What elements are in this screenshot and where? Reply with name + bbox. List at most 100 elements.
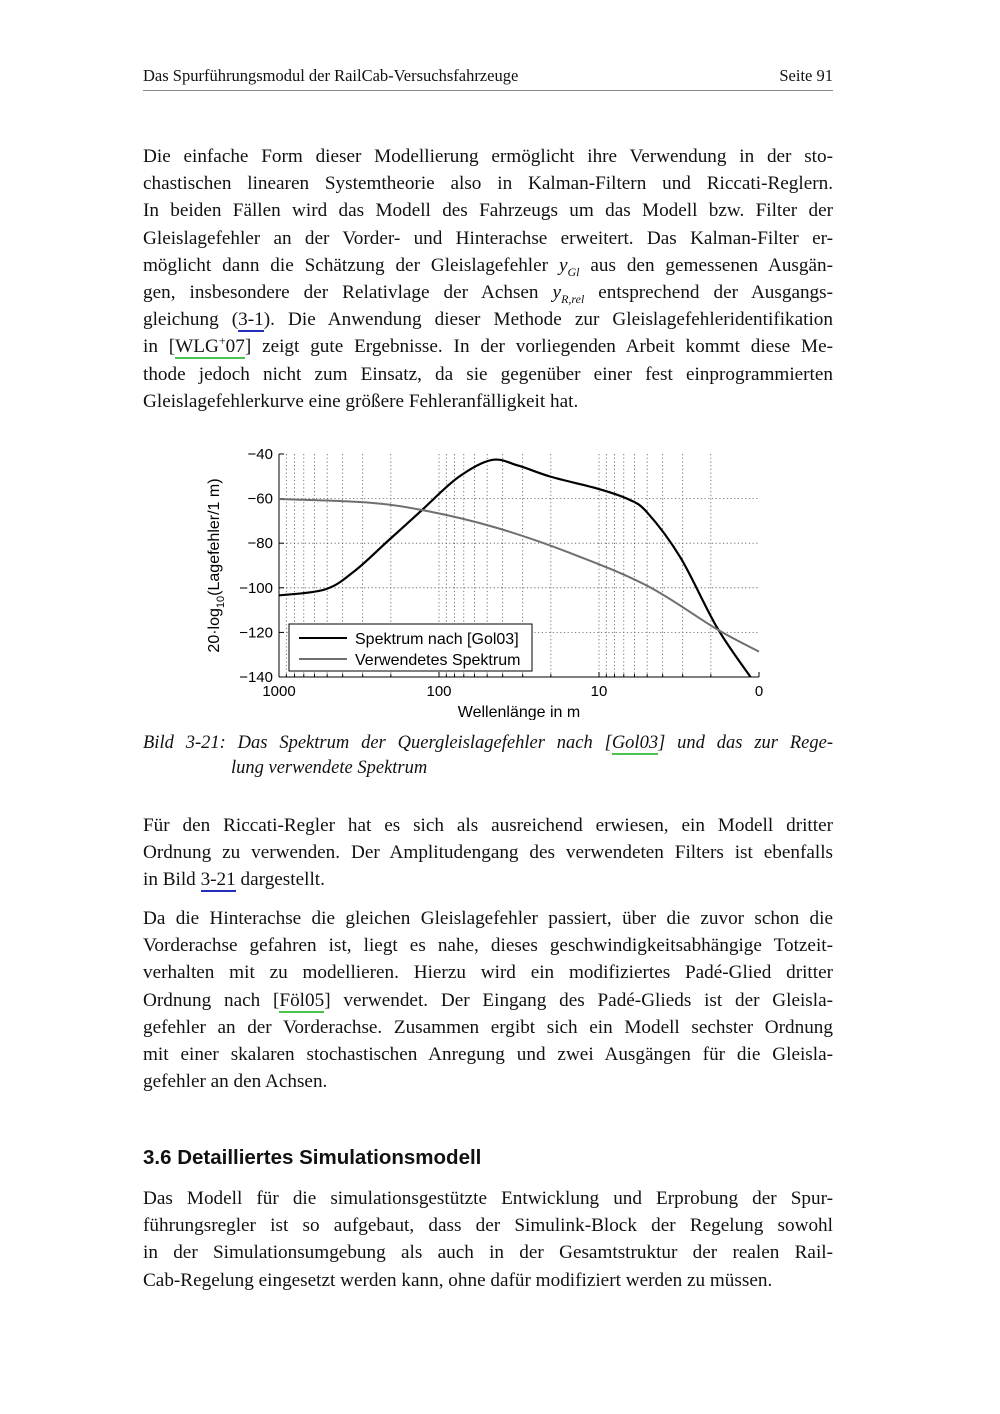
text-segment: dargestellt.	[235, 869, 325, 891]
paragraph-4: Das Modell für die simulationsgestützte …	[143, 1185, 833, 1294]
text-segment: In beiden Fällen wird das Modell des Fah…	[143, 200, 833, 222]
text-segment: ] verwendet. Der Eingang des Padé-Glieds…	[324, 989, 834, 1011]
x-tick-label: 10	[591, 683, 608, 700]
text-segment: Gleislagefehler an der Vorder- und Hinte…	[143, 227, 833, 249]
text-segment: ] zeigt gute Ergebnisse. In der vorliege…	[244, 336, 833, 358]
y-axis-label: 20·log10(Lagefehler/1 m)	[206, 478, 227, 652]
text-segment: aus den gemessenen Ausgän-	[579, 254, 833, 276]
text-line: Für den Riccati-Regler hat es sich als a…	[143, 812, 833, 839]
y-tick-label: −80	[248, 535, 273, 552]
text-segment: gleichung (	[143, 309, 239, 331]
caption-text: Das Spektrum der Quergleislagefehler nac…	[225, 733, 612, 753]
text-segment: Die einfache Form dieser Modellierung er…	[143, 146, 833, 167]
text-segment: Gleislagefehlerkurve eine größere Fehler…	[143, 390, 579, 412]
citation-link[interactable]: WLG+07	[175, 333, 245, 360]
text-segment: gen, insbesondere der Relativlage der Ac…	[143, 281, 553, 303]
y-axis-label-part: (Lagefehler/1 m)	[206, 478, 223, 595]
text-line: gleichung (3-1). Die Anwendung dieser Me…	[143, 306, 833, 333]
text-line: gefehler an der Vorderachse. Zusammen er…	[143, 1014, 833, 1041]
paragraph-2: Für den Riccati-Regler hat es sich als a…	[143, 812, 833, 894]
math-subscript: Gl	[567, 264, 580, 279]
text-segment: in Bild	[143, 869, 201, 891]
math-symbol: yGl	[558, 254, 580, 279]
link-text: 3-21	[200, 869, 236, 891]
text-segment: Da die Hinterachse die gleichen Gleislag…	[143, 908, 833, 929]
text-segment: in [	[143, 336, 176, 358]
x-tick-label: 1000	[262, 683, 295, 700]
math-subscript: R,rel	[561, 291, 585, 306]
legend-label: Spektrum nach [Gol03]	[355, 631, 519, 648]
x-tick-label: 100	[426, 683, 451, 700]
text-segment: entsprechend der Ausgangs-	[584, 281, 834, 303]
caption-text: ] und das zur Rege-	[658, 733, 833, 753]
legend-box	[288, 623, 533, 672]
text-segment: führungsregler ist so aufgebaut, dass de…	[143, 1215, 833, 1237]
text-line: Die einfache Form dieser Modellierung er…	[143, 143, 833, 170]
text-line: Gleislagefehler an der Vorder- und Hinte…	[143, 225, 833, 252]
text-line: in Bild 3-21 dargestellt.	[143, 866, 833, 893]
text-segment: Ordnung nach [	[143, 989, 280, 1011]
link-text: WLG	[175, 336, 219, 358]
page-number: Seite 91	[779, 66, 833, 85]
header-title: Das Spurführungsmodul der RailCab-Versuc…	[143, 66, 519, 85]
text-segment: Cab-Regelung eingesetzt werden kann, ohn…	[143, 1269, 773, 1291]
y-tick-label: −140	[239, 669, 273, 686]
series-line-1	[278, 458, 752, 678]
text-segment: Vorderachse gefahren ist, liegt es nahe,…	[143, 935, 833, 957]
link-text: 3-1	[238, 309, 264, 331]
citation-link[interactable]: Föl05	[279, 989, 325, 1013]
y-tick-label: −120	[239, 624, 273, 641]
text-line: mit einer skalaren stochastischen Anregu…	[143, 1041, 833, 1068]
x-axis-label: Wellenlänge in m	[458, 704, 580, 720]
text-line: Vorderachse gefahren ist, liegt es nahe,…	[143, 932, 833, 959]
paragraph-1: Die einfache Form dieser Modellierung er…	[143, 143, 833, 415]
legend-label: Verwendetes Spektrum	[355, 652, 520, 669]
citation-link-gol03[interactable]: Gol03	[611, 733, 659, 755]
series-line-2	[278, 498, 760, 653]
x-tick-label: 0	[755, 683, 763, 700]
caption-line-2: lung verwendete Spektrum	[231, 758, 428, 778]
cross-reference-link[interactable]: 3-21	[200, 869, 236, 893]
text-segment: Ordnung zu verwenden. Der Amplitudengang…	[143, 842, 833, 864]
text-segment: Für den Riccati-Regler hat es sich als a…	[143, 815, 833, 836]
y-axis-label-part: 10	[215, 596, 227, 608]
link-text: 07	[225, 336, 245, 358]
link-text: Föl05	[279, 989, 325, 1011]
section-heading: 3.6 Detailliertes Simulationsmodell	[143, 1146, 482, 1169]
text-line: chastischen linearen Systemtheorie also …	[143, 170, 833, 197]
text-line: Das Modell für die simulationsgestützte …	[143, 1185, 833, 1212]
text-line: führungsregler ist so aufgebaut, dass de…	[143, 1212, 833, 1239]
caption-label: Bild 3-21:	[143, 733, 226, 753]
text-line: in der Simulationsumgebung als auch in d…	[143, 1239, 833, 1266]
text-line: Ordnung zu verwenden. Der Amplitudengang…	[143, 839, 833, 866]
math-symbol: yR,rel	[552, 281, 585, 306]
text-line: verhalten mit zu modellieren. Hierzu wir…	[143, 959, 833, 986]
header-rule	[143, 90, 833, 91]
math-variable: y	[552, 281, 562, 303]
text-line: Ordnung nach [Föl05] verwendet. Der Eing…	[143, 987, 833, 1014]
text-segment: chastischen linearen Systemtheorie also …	[143, 173, 833, 195]
text-segment: möglicht dann die Schätzung der Gleislag…	[143, 254, 559, 276]
text-line: möglicht dann die Schätzung der Gleislag…	[143, 252, 833, 279]
text-line: gen, insbesondere der Relativlage der Ac…	[143, 279, 833, 306]
paragraph-3: Da die Hinterachse die gleichen Gleislag…	[143, 905, 833, 1095]
text-segment: gefehler an den Achsen.	[143, 1071, 328, 1093]
text-segment: mit einer skalaren stochastischen Anregu…	[143, 1043, 833, 1065]
text-segment: thode jedoch nicht zum Einsatz, da sie g…	[143, 363, 833, 385]
y-tick-label: −60	[248, 491, 273, 508]
text-line: thode jedoch nicht zum Einsatz, da sie g…	[143, 361, 833, 388]
text-line: gefehler an den Achsen.	[143, 1068, 833, 1095]
figure-caption: Bild 3-21: Das Spektrum der Quergleislag…	[143, 731, 833, 781]
text-line: in [WLG+07] zeigt gute Ergebnisse. In de…	[143, 333, 833, 360]
y-axis-label-part: 20·log	[206, 608, 223, 652]
text-segment: gefehler an der Vorderachse. Zusammen er…	[143, 1016, 833, 1038]
y-tick-label: −100	[239, 580, 273, 597]
math-variable: y	[558, 254, 568, 276]
cross-reference-link[interactable]: 3-1	[238, 309, 264, 333]
text-line: Da die Hinterachse die gleichen Gleislag…	[143, 905, 833, 932]
link-superscript: +	[218, 333, 226, 348]
text-segment: verhalten mit zu modellieren. Hierzu wir…	[143, 962, 833, 984]
text-line: In beiden Fällen wird das Modell des Fah…	[143, 197, 833, 224]
text-line: Cab-Regelung eingesetzt werden kann, ohn…	[143, 1267, 833, 1294]
